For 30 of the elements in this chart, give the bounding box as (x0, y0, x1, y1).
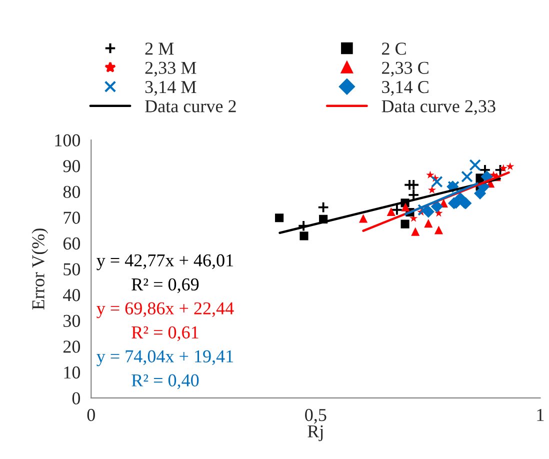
x-tick-label: 1 (537, 408, 544, 421)
annotation: R² = 0,40 (132, 374, 199, 390)
legend-label: 2,33 C (382, 62, 428, 77)
y-tick-label: 30 (64, 314, 80, 328)
y-axis-title: Error V(%) (32, 228, 48, 310)
annotation: y = 42,77x + 46,01 (96, 254, 234, 270)
x-axis-title: Rj (308, 425, 323, 442)
y-tick-label: 40 (63, 289, 80, 302)
y-tick-label: 10 (64, 366, 80, 379)
y-tick-label: 0 (72, 392, 80, 404)
y-tick-label: 70 (64, 212, 80, 224)
y-tick-label: 60 (63, 237, 80, 250)
y-tick-label: 20 (63, 340, 80, 353)
legend-label: 3,14 C (382, 81, 428, 96)
annotation: y = 74,04x + 19,41 (96, 350, 234, 366)
y-tick-label: 100 (55, 134, 80, 146)
legend-label: Data curve 2,33 (382, 100, 496, 115)
legend-label: 2,33 M (145, 62, 196, 77)
annotation: R² = 0,69 (132, 278, 199, 294)
x-tick-label: 0 (87, 408, 95, 422)
legend-label: 2 M (145, 42, 174, 55)
x-tick-label: 0,5 (305, 408, 326, 424)
legend-label: 3,14 M (145, 81, 196, 96)
annotation: R² = 0,61 (132, 326, 198, 342)
legend-label: 2 C (382, 42, 406, 55)
y-tick-label: 90 (63, 160, 80, 172)
y-tick-label: 80 (63, 186, 80, 198)
legend-label: Data curve 2 (145, 100, 236, 112)
y-tick-label: 50 (64, 263, 80, 276)
annotation: y = 69,86x + 22,44 (96, 302, 234, 318)
